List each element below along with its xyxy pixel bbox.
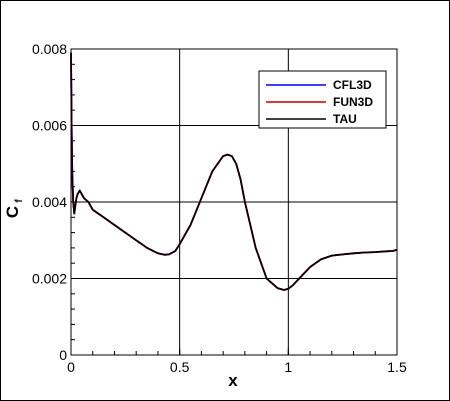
y-tick-label: 0 bbox=[59, 347, 67, 363]
legend-label-cfl3d: CFL3D bbox=[333, 78, 372, 92]
x-tick-labels: 0 0.5 1 1.5 bbox=[67, 359, 407, 375]
y-tick-labels: 0 0.002 0.004 0.006 0.008 bbox=[32, 41, 67, 363]
y-axis-label-main: C bbox=[3, 206, 22, 218]
legend: CFL3D FUN3D TAU bbox=[258, 70, 387, 129]
x-tick-label: 1.5 bbox=[387, 359, 407, 375]
series-lines bbox=[70, 52, 398, 291]
series-line-tau bbox=[70, 52, 398, 291]
y-tick-label: 0.002 bbox=[32, 271, 67, 287]
y-tick-label: 0.004 bbox=[32, 194, 67, 210]
legend-label-fun3d: FUN3D bbox=[333, 95, 373, 109]
x-tick-label: 1 bbox=[284, 359, 292, 375]
y-axis-label: C f bbox=[3, 199, 25, 218]
x-tick-label: 0.5 bbox=[170, 359, 190, 375]
y-tick-label: 0.006 bbox=[32, 118, 67, 134]
x-tick-label: 0 bbox=[67, 359, 75, 375]
x-axis-label: x bbox=[228, 371, 238, 390]
plot-area bbox=[70, 48, 398, 356]
y-tick-label: 0.008 bbox=[32, 41, 67, 57]
legend-label-tau: TAU bbox=[333, 112, 357, 126]
y-axis-label-sub: f bbox=[14, 199, 25, 203]
